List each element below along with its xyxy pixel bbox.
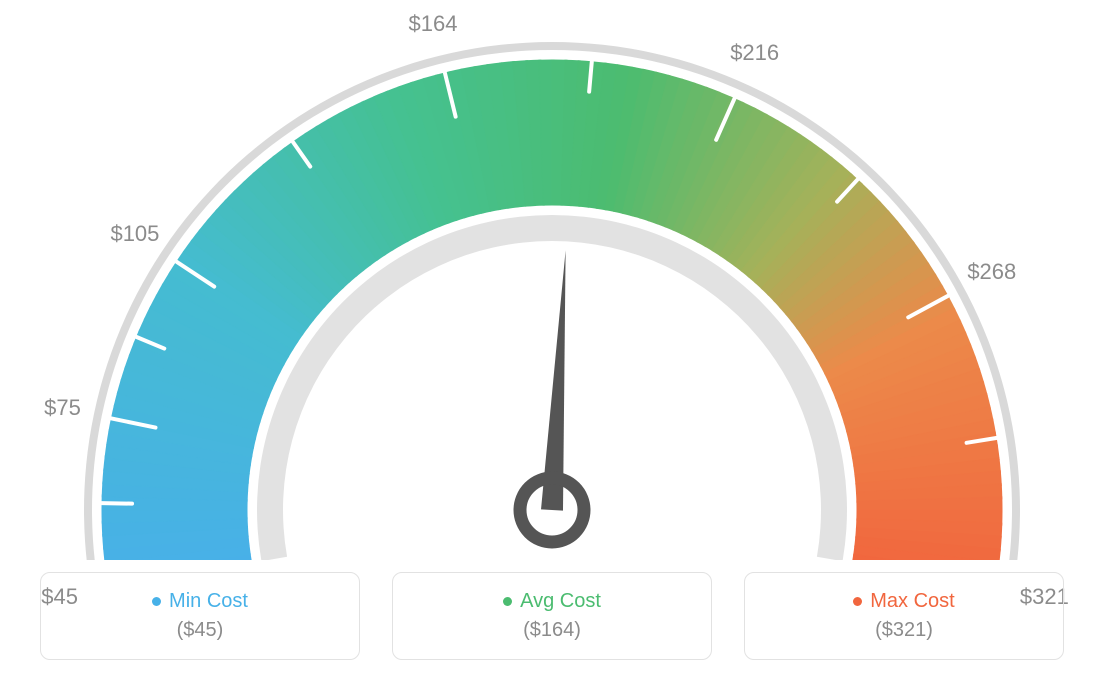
dot-icon xyxy=(152,597,161,606)
legend-title-avg: Avg Cost xyxy=(503,590,601,613)
gauge-tick-label: $75 xyxy=(44,395,81,421)
gauge-tick-label: $216 xyxy=(730,40,779,66)
legend-row: Min Cost ($45) Avg Cost ($164) Max Cost … xyxy=(0,572,1104,660)
legend-value: ($45) xyxy=(177,619,224,642)
gauge-tick-label: $105 xyxy=(110,221,159,247)
legend-value: ($164) xyxy=(523,619,581,642)
legend-card-min: Min Cost ($45) xyxy=(40,572,360,660)
legend-title-min: Min Cost xyxy=(152,590,248,613)
cost-gauge: $45$75$105$164$216$268$321 xyxy=(0,0,1104,560)
gauge-tick-label: $164 xyxy=(409,11,458,37)
legend-card-avg: Avg Cost ($164) xyxy=(392,572,712,660)
dot-icon xyxy=(503,597,512,606)
legend-label: Max Cost xyxy=(870,590,954,613)
legend-value: ($321) xyxy=(875,619,933,642)
gauge-svg xyxy=(0,0,1104,560)
legend-card-max: Max Cost ($321) xyxy=(744,572,1064,660)
legend-label: Avg Cost xyxy=(520,590,601,613)
legend-title-max: Max Cost xyxy=(853,590,954,613)
dot-icon xyxy=(853,597,862,606)
legend-label: Min Cost xyxy=(169,590,248,613)
gauge-tick-label: $268 xyxy=(967,259,1016,285)
